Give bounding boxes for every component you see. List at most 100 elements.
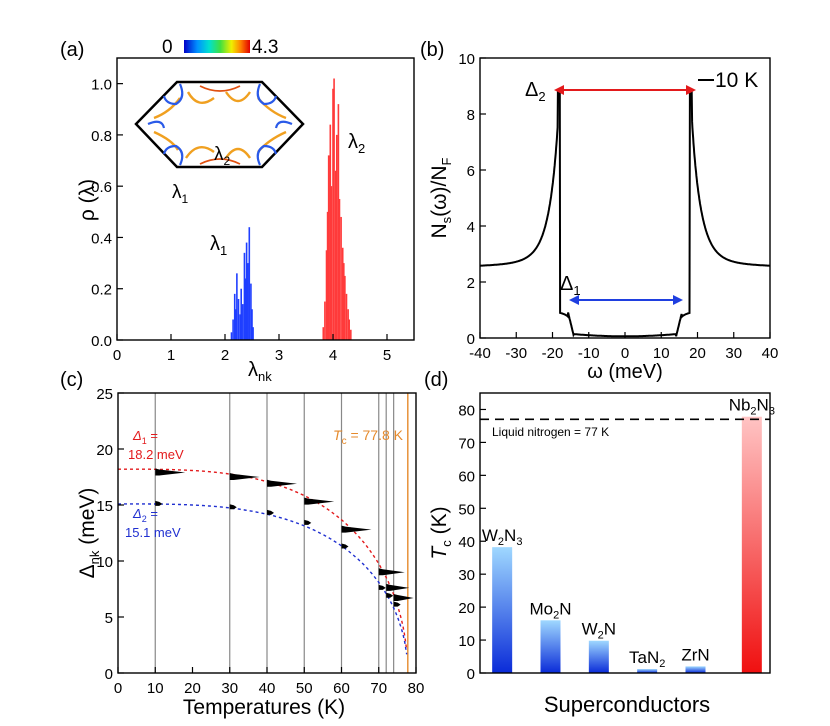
bar-mo2n — [540, 620, 561, 673]
lambda2-peak-label: λ2 — [348, 131, 365, 156]
y-tick-label-c: 10 — [96, 554, 113, 571]
gap-distribution-delta1 — [341, 525, 372, 533]
bar-label-part: ZrN — [681, 645, 709, 664]
inset-lambda2-label: λ2 — [214, 144, 231, 168]
panel-b-label: (b) — [420, 39, 444, 61]
delta1-fit-value: 18.2 meV — [128, 447, 184, 462]
bar-label: Nb2N3 — [729, 396, 775, 418]
y-tick-label-a: 0.4 — [91, 230, 112, 247]
x-tick-label-b: -10 — [578, 345, 600, 362]
bar-label-part: W — [582, 620, 598, 639]
colorbar-max-label: 4.3 — [252, 37, 278, 58]
gap-distribution-delta2 — [267, 509, 274, 515]
x-tick-label-b: -20 — [542, 345, 564, 362]
gap-distribution-delta1 — [155, 468, 186, 476]
bar-label-part: N — [504, 526, 516, 545]
y-tick-label-c: 15 — [96, 498, 113, 515]
lambda1-peak-label: λ1 — [210, 233, 227, 258]
panel-c-label: (c) — [60, 369, 83, 391]
fermi-surface-inset: λ2 λ1 — [134, 80, 305, 206]
y-tick-label-c: 0 — [105, 666, 113, 683]
bar-label-part: Nb — [729, 396, 751, 415]
gap-distribution-delta1 — [386, 583, 410, 591]
y-tick-label-d: 0 — [467, 666, 475, 683]
y-tick-label-d: 60 — [458, 468, 475, 485]
x-tick-label-b: 10 — [653, 345, 670, 362]
x-tick-label-b: 0 — [621, 345, 629, 362]
y-tick-label-a: 0.0 — [91, 333, 112, 350]
bar-label-part: N — [757, 396, 769, 415]
fermi-sheet-lambda2 — [153, 91, 287, 159]
bar-label-part: 3 — [516, 536, 522, 548]
bar-tan2 — [637, 669, 658, 673]
y-tick-label-a: 0.2 — [91, 282, 112, 299]
gap-distribution-delta2 — [155, 500, 163, 506]
plot-frame-d — [479, 392, 771, 674]
y-tick-label-c: 25 — [96, 386, 113, 403]
x-tick-label-a: 4 — [329, 347, 337, 364]
delta1-label: Δ1 — [560, 273, 581, 298]
panel-c: (c) 0 10 20 30 40 50 60 70 80 0 5 10 15 20 25 Tc = 77.… — [60, 369, 424, 719]
bar-label-part: Mo — [529, 599, 553, 618]
fermi-sheet-lambda1 — [147, 83, 293, 166]
x-tick-label-b: 20 — [689, 345, 706, 362]
bar-nb2n3 — [741, 416, 762, 673]
gap-distribution-delta2 — [386, 592, 394, 598]
y-tick-label-c: 20 — [96, 442, 113, 459]
x-tick-label-c: 80 — [408, 680, 425, 697]
bar-label-part: N — [559, 599, 571, 618]
panel-d-label: (d) — [424, 369, 448, 391]
colorbar: 0 4.3 — [162, 37, 278, 58]
panel-a-label: (a) — [60, 39, 84, 61]
x-tick-label-c: 10 — [147, 680, 164, 697]
delta2-fit-label: Δ2 = — [132, 506, 158, 524]
gap-distribution-delta2 — [304, 519, 312, 525]
gap-distribution-delta1 — [229, 473, 260, 480]
bar-label-part: N — [604, 620, 616, 639]
bar-w2n — [588, 640, 609, 673]
y-tick-label-d: 30 — [458, 567, 475, 584]
delta2-arrow — [554, 85, 696, 95]
x-tick-label-b: 40 — [762, 345, 779, 362]
colorbar-gradient — [184, 40, 250, 53]
tc-label: Tc = 77.8 K — [333, 427, 404, 447]
bar-label-part: 2 — [659, 658, 665, 670]
x-tick-label-a: 1 — [167, 347, 175, 364]
gap-distribution-delta1 — [304, 497, 335, 505]
y-tick-label-d: 80 — [458, 402, 475, 419]
bar-label: W2N3 — [482, 526, 523, 548]
colorbar-min-label: 0 — [162, 37, 173, 58]
bar-label: W2N — [582, 620, 616, 642]
bar-label-part: TaN — [629, 648, 659, 667]
x-tick-label-a: 2 — [221, 347, 229, 364]
dos-curve — [480, 90, 770, 338]
x-tick-label-c: 70 — [370, 680, 387, 697]
delta1-fit-label: Δ1 = — [132, 428, 158, 446]
bar-label-part: 2 — [598, 630, 604, 642]
delta1-arrow — [569, 295, 683, 305]
legend-label-10k: 10 K — [715, 69, 758, 92]
plot-frame-a — [116, 57, 415, 341]
gap-distribution-delta2 — [378, 584, 386, 590]
y-tick-label-a: 0.6 — [91, 179, 112, 196]
gap-distribution-delta1 — [393, 593, 414, 601]
inset-lambda1-label: λ1 — [172, 182, 189, 206]
bar-label-part: W — [482, 526, 498, 545]
delta2-label: Δ2 — [525, 79, 546, 104]
y-tick-label-d: 40 — [458, 534, 475, 551]
y-axis-label-a: ρ (λ) — [76, 179, 99, 221]
gap-distribution-delta2 — [341, 543, 349, 549]
y-tick-label-b: 0 — [467, 331, 475, 348]
gap-distribution-delta1 — [267, 479, 297, 487]
y-tick-label-d: 50 — [458, 501, 475, 518]
x-tick-label-c: 40 — [259, 680, 276, 697]
fermi-sheet-edge — [199, 85, 241, 165]
x-tick-label-b: -40 — [469, 345, 491, 362]
bar-label: TaN2 — [629, 648, 665, 670]
y-axis-label-c: Δnk (meV) — [76, 488, 102, 579]
y-tick-label-d: 70 — [458, 435, 475, 452]
y-tick-label-b: 10 — [458, 51, 475, 68]
bar-label: Mo2N — [529, 599, 571, 621]
